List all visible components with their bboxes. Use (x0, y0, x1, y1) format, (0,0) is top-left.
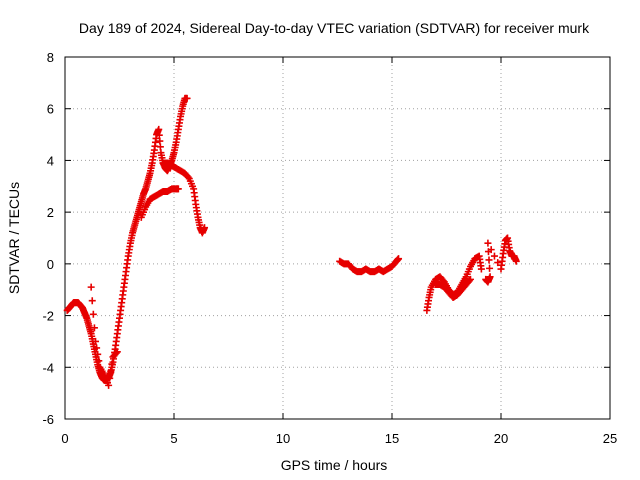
data-point (93, 344, 101, 352)
data-point (89, 310, 97, 318)
data-point (477, 265, 485, 273)
data-point (105, 381, 113, 389)
data-point (92, 337, 100, 345)
data-point (88, 297, 96, 305)
series-group (137, 185, 182, 221)
plot-frame (64, 56, 611, 420)
y-axis-title: SDTVAR / TECUs (6, 182, 22, 294)
y-tick-label: -2 (42, 309, 54, 324)
data-point (466, 275, 474, 283)
data-point (484, 239, 492, 247)
series-group (87, 283, 121, 389)
y-tick-label: -4 (42, 360, 54, 375)
data-point (485, 256, 493, 264)
data-point (174, 185, 182, 193)
x-tick-label: 10 (276, 431, 290, 446)
grid (65, 57, 610, 419)
data-point (395, 255, 403, 263)
data-point (108, 360, 116, 368)
x-tick-label: 5 (170, 431, 177, 446)
data-point (494, 259, 502, 267)
axis-ticks (64, 56, 611, 420)
data-point (490, 252, 498, 260)
y-tick-label: 4 (47, 153, 54, 168)
data-point (486, 273, 494, 281)
data-point (106, 374, 114, 382)
series-group (423, 252, 485, 314)
y-tick-labels: -6 -4 -2 0 2 4 6 8 (42, 50, 54, 427)
data-point (512, 257, 520, 265)
data-point (465, 277, 473, 285)
data-point (487, 246, 495, 254)
y-tick-label: 8 (47, 50, 54, 65)
x-tick-label: 0 (61, 431, 68, 446)
data-point (183, 94, 191, 102)
series-group (482, 234, 520, 286)
x-tick-label: 15 (385, 431, 399, 446)
data-point (184, 173, 192, 181)
series-group (432, 275, 474, 301)
series-group (63, 94, 191, 384)
y-tick-label: 0 (47, 257, 54, 272)
data-point (486, 264, 494, 272)
data-point (95, 357, 103, 365)
series-group (336, 255, 403, 276)
data-point (113, 348, 121, 356)
data-point (201, 224, 209, 232)
y-tick-label: -6 (42, 412, 54, 427)
data-points (63, 94, 520, 389)
data-point (107, 367, 115, 375)
series-group (159, 159, 209, 237)
x-axis-title: GPS time / hours (281, 457, 388, 473)
x-tick-labels: 0 5 10 15 20 25 (61, 431, 617, 446)
data-point (90, 324, 98, 332)
chart-title: Day 189 of 2024, Sidereal Day-to-day VTE… (79, 20, 590, 36)
x-tick-label: 25 (603, 431, 617, 446)
data-point (94, 350, 102, 358)
data-point (87, 283, 95, 291)
x-tick-label: 20 (494, 431, 508, 446)
y-tick-label: 6 (47, 102, 54, 117)
y-tick-label: 2 (47, 205, 54, 220)
data-point (112, 349, 120, 357)
